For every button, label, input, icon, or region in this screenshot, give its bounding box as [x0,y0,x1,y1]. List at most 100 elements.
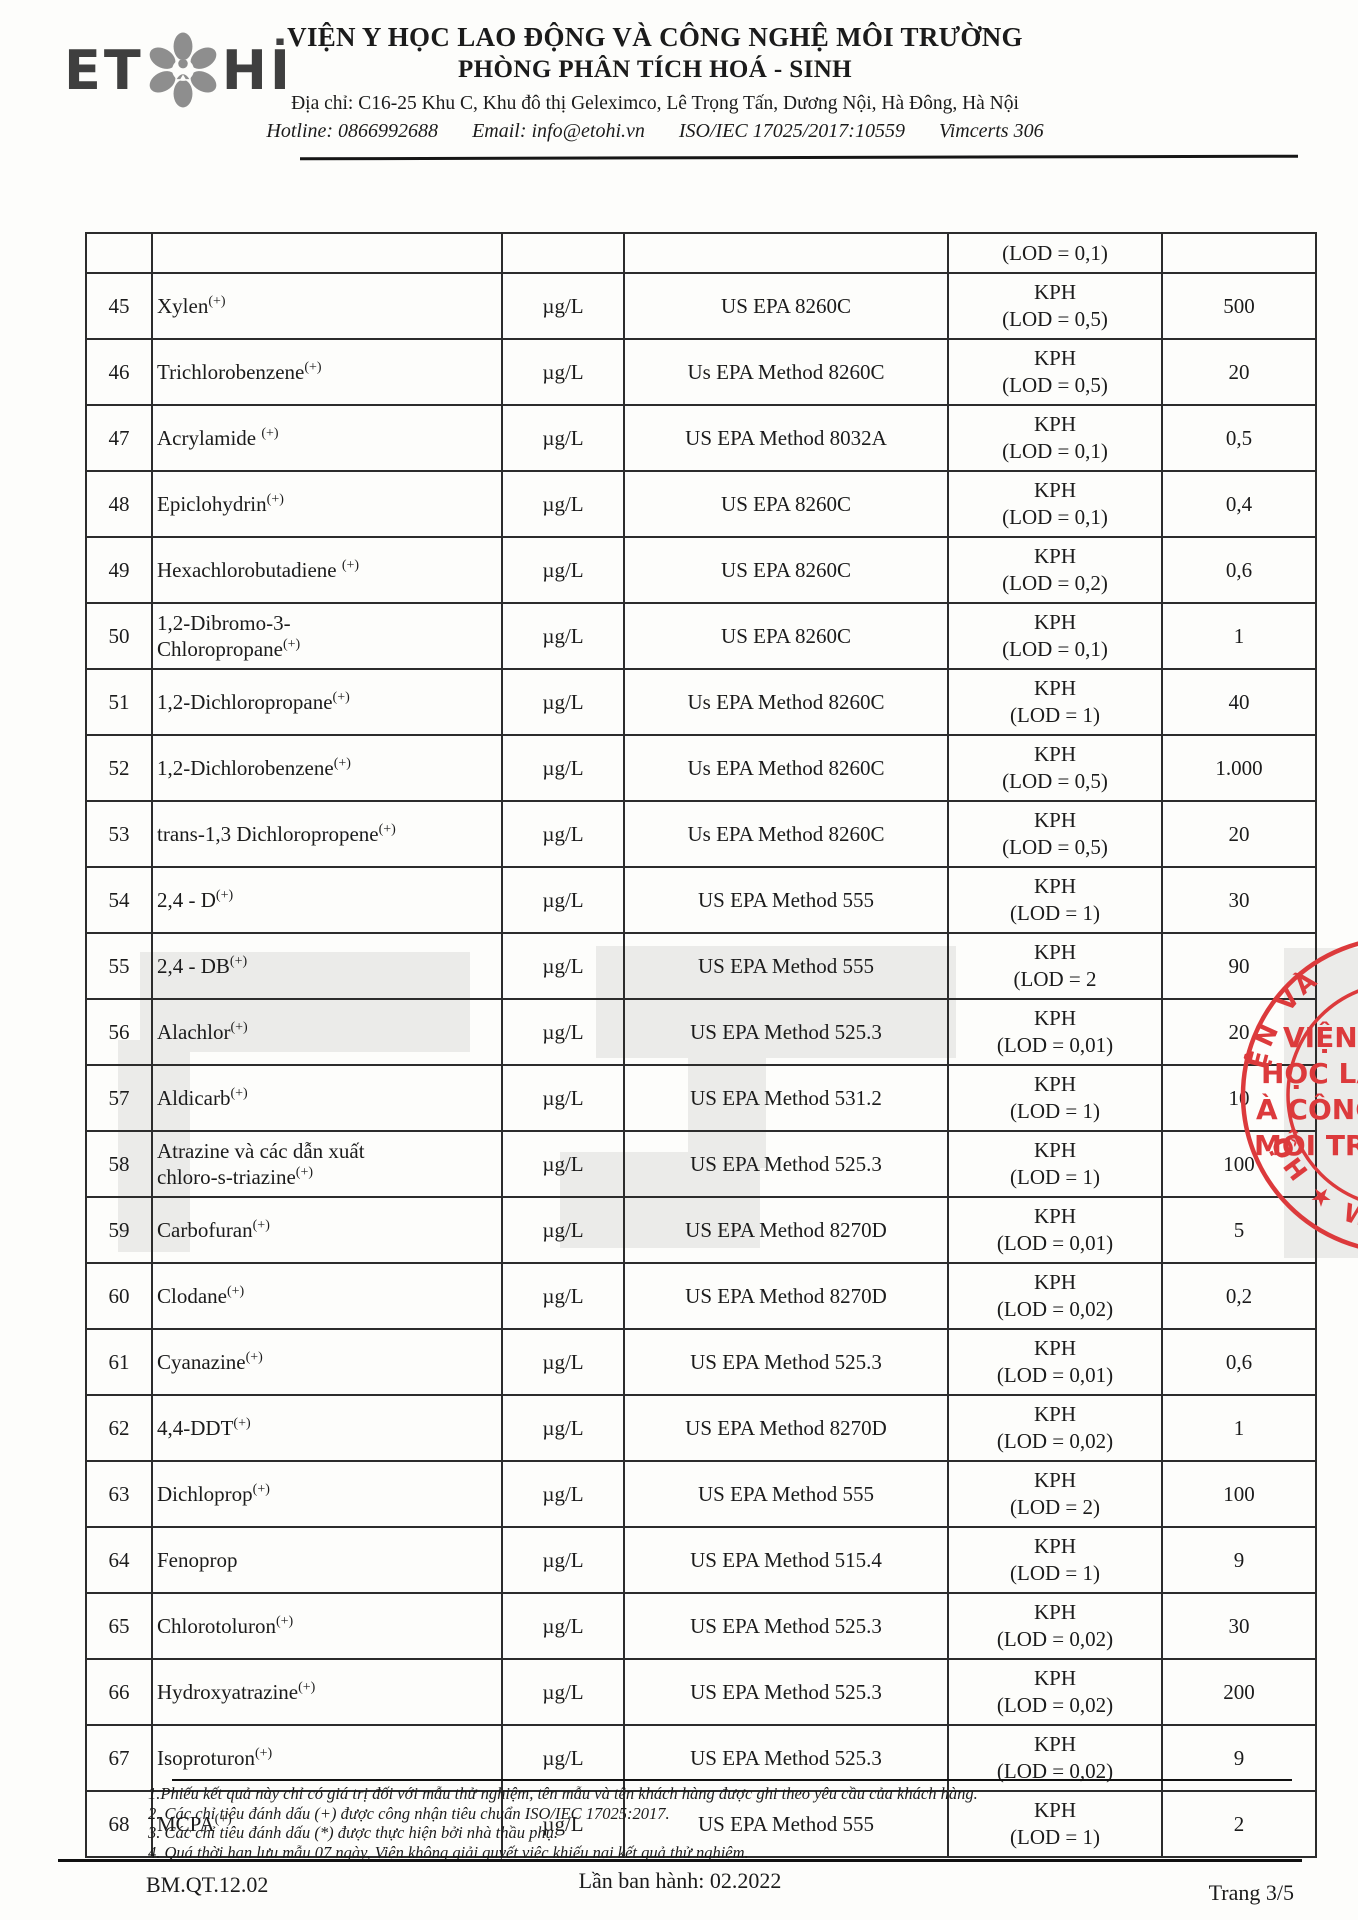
parameter-name: MCPA [157,1812,215,1836]
result-lod: (LOD = 0,02) [996,1693,1114,1717]
email: Email: info@etohi.vn [472,120,645,142]
result-kph: KPH [1033,808,1076,832]
cell-parameter: Epiclohydrin(+) [151,470,503,538]
parameter-sup: (+) [295,1165,314,1180]
result-kph: KPH [1033,1534,1076,1558]
cell-result: KPH (LOD = 1) [947,1064,1163,1132]
cell-stt: 47 [85,404,153,472]
cell-parameter: Acrylamide (+) [151,404,503,472]
table-row: 64 Fenoprop µg/L US EPA Method 515.4 KPH (LOD… [85,1526,1317,1594]
parameter-sup: (+) [214,1812,232,1827]
result-kph: KPH [1033,742,1076,766]
table-row: 50 1,2-Dibromo-3- Chloropropane(+) µg/L US … [85,602,1317,670]
cell-parameter: Clodane(+) [151,1262,503,1330]
parameter-name: Aldicarb [157,1086,231,1110]
cell-method: US EPA Method 8270D [623,1196,949,1264]
table-row: 54 2,4 - D(+) µg/L US EPA Method 555 KPH (LOD… [85,866,1317,934]
result-kph: KPH [1033,346,1076,370]
cell-limit: 1.000 [1161,734,1317,802]
cell-limit: 9 [1161,1526,1317,1594]
parameter-sup: (+) [233,1416,251,1431]
cell-parameter: Chlorotoluron(+) [151,1592,503,1660]
parameter-name: Clodane [157,1284,227,1308]
result-lod: (LOD = 1) [1010,703,1100,727]
cell-parameter [151,232,503,274]
cell-result: KPH (LOD = 1) [947,866,1163,934]
cell-parameter: Isoproturon(+) [151,1724,503,1792]
cell-method: US EPA Method 8032A [623,404,949,472]
cell-parameter: Fenoprop [151,1526,503,1594]
table-row: 46 Trichlorobenzene(+) µg/L Us EPA Method 8… [85,338,1317,406]
table-row: 45 Xylen(+) µg/L US EPA 8260C KPH (LOD = 0,5)… [85,272,1317,340]
parameter-sup: (+) [215,888,234,903]
result-kph: KPH [1033,1402,1076,1426]
cell-stt: 54 [85,866,153,934]
cell-stt: 60 [85,1262,153,1330]
result-kph: KPH [1033,1666,1076,1690]
parameter-sup: (+) [261,426,279,441]
parameter-sup: (+) [245,1350,263,1365]
result-lod: (LOD = 0,1) [1002,439,1108,463]
cell-stt: 62 [85,1394,153,1462]
parameter-name: 4,4-DDT [157,1416,234,1440]
cell-stt: 53 [85,800,153,868]
cell-result: KPH (LOD = 0,5) [947,338,1163,406]
cell-result: KPH (LOD = 1) [947,1130,1163,1198]
notes-divider [172,1779,1292,1781]
result-lod: (LOD = 1) [1010,1561,1100,1585]
result-kph: KPH [1033,1732,1076,1756]
stamp-line-2: HỌC LAO Đ [1261,1057,1358,1090]
cell-limit: 0,5 [1161,404,1317,472]
cell-limit: 500 [1161,272,1317,340]
table-row: 60 Clodane(+) µg/L US EPA Method 8270D KPH (L… [85,1262,1317,1330]
table-row: 56 Alachlor(+) µg/L US EPA Method 525.3 KPH(… [85,998,1317,1066]
table-row: 67 Isoproturon(+) µg/L US EPA Method 525.3 K… [85,1724,1317,1792]
stamp-line-4: MÔI TRƯỜ [1254,1128,1358,1162]
header-logo: ET Hİ [64,30,293,110]
table-row: 52 1,2-Dichlorobenzene(+) µg/L Us EPA Metho… [85,734,1317,802]
results-table: (LOD = 0,1) 45 Xylen(+) µg/L US EPA 8260C KPH… [85,232,1317,1858]
cell-method: US EPA Method 515.4 [623,1526,949,1594]
parameter-sup: (+) [226,1284,245,1299]
parameter-name: Trichlorobenzene [157,360,305,384]
cell-parameter: MCPA(+) [151,1790,503,1858]
logo-text-right: Hİ [221,38,294,102]
cell-result: KPH (LOD = 2 [947,932,1163,1000]
parameter-sup: (+) [304,360,322,375]
parameter-name: Cyanazine [157,1350,246,1374]
result-kph: KPH [1033,544,1076,568]
table-row: 66 Hydroxyatrazine(+) µg/L US EPA Method 52… [85,1658,1317,1726]
result-lod: (LOD = 0,01) [996,1363,1114,1387]
parameter-sup: (+) [282,637,301,652]
cell-limit: 9 [1161,1724,1317,1792]
cell-stt: 59 [85,1196,153,1264]
cell-method: Us EPA Method 8260C [623,668,949,736]
table-row: 49 Hexachlorobutadiene (+) µg/L US EPA 8260… [85,536,1317,604]
cell-result: KPH (LOD = 0,01) [947,998,1163,1066]
cell-stt: 50 [85,602,153,670]
cell-limit: 0,6 [1161,1328,1317,1396]
parameter-name: Hydroxyatrazine [157,1680,299,1704]
cell-result: KPH (LOD = 2) [947,1460,1163,1528]
cell-limit: 2 [1161,1790,1317,1858]
result-kph: KPH [1033,280,1076,304]
note-item: 1.Phiếu kết quả này chỉ có giá trị đối v… [148,1784,978,1803]
table-row: 61 Cyanazine(+) µg/L US EPA Method 525.3 KPH… [85,1328,1317,1396]
cell-unit: µg/L [501,470,625,538]
cell-method: Us EPA Method 8260C [623,734,949,802]
cell-unit: µg/L [501,1724,625,1792]
cell-stt: 51 [85,668,153,736]
cell-stt: 65 [85,1592,153,1660]
cell-method: US EPA Method 555 [623,1460,949,1528]
cell-result: (LOD = 0,1) [947,232,1163,274]
vimcerts: Vimcerts 306 [938,120,1044,142]
result-kph: KPH [1033,940,1076,964]
parameter-sup: (+) [378,822,396,837]
result-kph: KPH [1033,1600,1076,1624]
cell-unit: µg/L [501,1790,625,1858]
cell-limit: 40 [1161,668,1317,736]
parameter-sup: (+) [208,294,226,309]
cell-unit: µg/L [501,668,625,736]
parameter-sup: (+) [252,1482,270,1497]
